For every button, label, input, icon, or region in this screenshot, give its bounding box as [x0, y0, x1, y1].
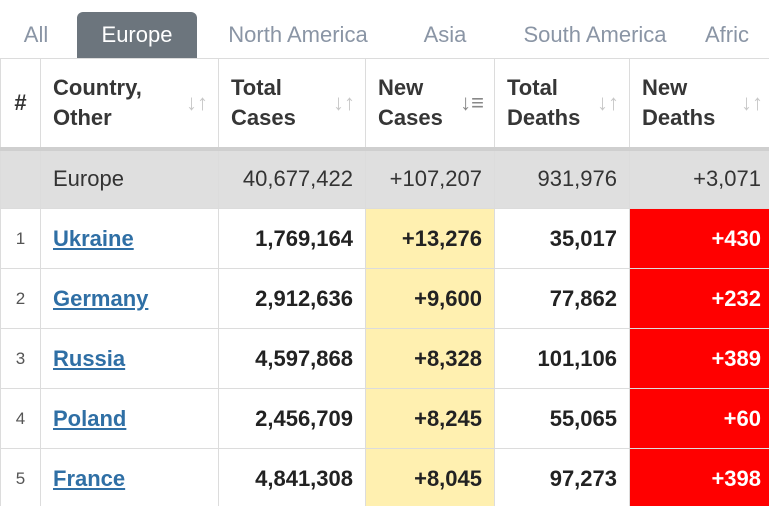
- header-index-label: #: [14, 89, 27, 115]
- tab-north-america[interactable]: North America: [228, 22, 368, 47]
- tab-south-america[interactable]: South America: [523, 22, 667, 47]
- header-new-deaths[interactable]: New Deaths ↓↑: [629, 58, 769, 151]
- row-total-cases: 2,912,636: [218, 268, 366, 329]
- row-country: Poland: [40, 388, 219, 449]
- header-row: # Country, Other ↓↑ Total Cases ↓↑ New C…: [0, 58, 769, 151]
- row-new-cases: +8,245: [365, 388, 495, 449]
- row-total-cases: 4,597,868: [218, 328, 366, 389]
- header-new-cases[interactable]: New Cases ↓≡: [365, 58, 495, 151]
- table-row: 2 Germany 2,912,636 +9,600 77,862 +232: [0, 268, 769, 329]
- header-country-label-1: Country,: [53, 74, 142, 100]
- covid-table: # Country, Other ↓↑ Total Cases ↓↑ New C…: [0, 58, 769, 506]
- total-row-total-deaths: 931,976: [494, 148, 630, 209]
- header-new-cases-label-1: New: [378, 74, 424, 100]
- row-total-deaths: 35,017: [494, 208, 630, 269]
- total-row-label: Europe: [40, 148, 219, 209]
- table-row: 5 France 4,841,308 +8,045 97,273 +398: [0, 448, 769, 506]
- row-new-deaths: +389: [629, 328, 769, 389]
- header-total-cases[interactable]: Total Cases ↓↑: [218, 58, 366, 151]
- total-row: Europe 40,677,422 +107,207 931,976 +3,07…: [0, 148, 769, 209]
- row-new-deaths: +398: [629, 448, 769, 506]
- table-row: 1 Ukraine 1,769,164 +13,276 35,017 +430: [0, 208, 769, 269]
- tab-europe[interactable]: Europe: [77, 12, 197, 58]
- row-new-cases: +13,276: [365, 208, 495, 269]
- header-total-cases-label-2: Cases: [231, 104, 296, 130]
- total-row-new-deaths: +3,071: [629, 148, 769, 209]
- row-new-deaths: +60: [629, 388, 769, 449]
- country-link[interactable]: Ukraine: [53, 225, 134, 251]
- region-tabs: All Europe North America Asia South Amer…: [0, 0, 769, 58]
- country-link[interactable]: Germany: [53, 285, 149, 311]
- row-new-cases: +8,328: [365, 328, 495, 389]
- row-country: Russia: [40, 328, 219, 389]
- row-index: 1: [0, 208, 41, 269]
- sort-icon[interactable]: ↓↑: [597, 89, 619, 115]
- header-total-cases-label-1: Total: [231, 74, 282, 100]
- header-new-cases-label-2: Cases: [378, 104, 443, 130]
- header-total-deaths-label-1: Total: [507, 74, 558, 100]
- row-new-cases: +8,045: [365, 448, 495, 506]
- header-total-deaths[interactable]: Total Deaths ↓↑: [494, 58, 630, 151]
- row-total-deaths: 77,862: [494, 268, 630, 329]
- header-country-label-2: Other: [53, 104, 112, 130]
- row-total-cases: 1,769,164: [218, 208, 366, 269]
- row-index: 3: [0, 328, 41, 389]
- row-total-cases: 2,456,709: [218, 388, 366, 449]
- total-row-new-cases: +107,207: [365, 148, 495, 209]
- row-new-deaths: +232: [629, 268, 769, 329]
- row-index: 5: [0, 448, 41, 506]
- total-row-total-cases: 40,677,422: [218, 148, 366, 209]
- header-new-deaths-label-2: Deaths: [642, 104, 716, 130]
- table-row: 3 Russia 4,597,868 +8,328 101,106 +389: [0, 328, 769, 389]
- table-row: 4 Poland 2,456,709 +8,245 55,065 +60: [0, 388, 769, 449]
- country-link[interactable]: Russia: [53, 345, 126, 371]
- row-total-cases: 4,841,308: [218, 448, 366, 506]
- sort-icon[interactable]: ↓↑: [186, 89, 208, 115]
- row-total-deaths: 97,273: [494, 448, 630, 506]
- covid-table-container: # Country, Other ↓↑ Total Cases ↓↑ New C…: [0, 58, 769, 506]
- header-country[interactable]: Country, Other ↓↑: [40, 58, 219, 151]
- tab-africa[interactable]: Afric: [705, 22, 749, 47]
- row-index: 4: [0, 388, 41, 449]
- row-country: France: [40, 448, 219, 506]
- header-index[interactable]: #: [0, 58, 41, 151]
- tab-asia[interactable]: Asia: [423, 22, 467, 47]
- sort-icon[interactable]: ↓↑: [741, 89, 763, 115]
- row-new-deaths: +430: [629, 208, 769, 269]
- tab-all[interactable]: All: [23, 22, 49, 47]
- sort-descending-icon[interactable]: ↓≡: [460, 89, 484, 115]
- country-link[interactable]: France: [53, 465, 126, 491]
- row-country: Germany: [40, 268, 219, 329]
- row-total-deaths: 101,106: [494, 328, 630, 389]
- country-link[interactable]: Poland: [53, 405, 127, 431]
- row-total-deaths: 55,065: [494, 388, 630, 449]
- total-row-index: [0, 148, 41, 209]
- row-country: Ukraine: [40, 208, 219, 269]
- row-index: 2: [0, 268, 41, 329]
- header-total-deaths-label-2: Deaths: [507, 104, 581, 130]
- sort-icon[interactable]: ↓↑: [333, 89, 355, 115]
- row-new-cases: +9,600: [365, 268, 495, 329]
- header-new-deaths-label-1: New: [642, 74, 688, 100]
